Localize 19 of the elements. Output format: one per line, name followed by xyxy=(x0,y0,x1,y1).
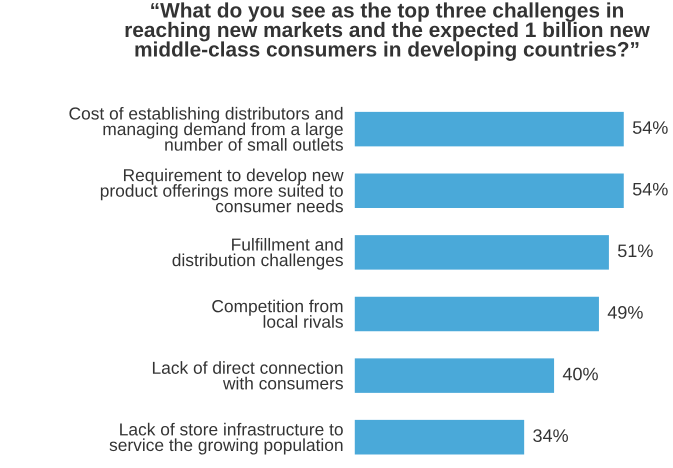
y-tick-label: Lack of store infrastructure to service the growing population xyxy=(110,422,343,455)
bar xyxy=(354,235,609,270)
data-label: 54% xyxy=(632,182,668,196)
bar xyxy=(354,173,624,208)
bar xyxy=(354,420,524,454)
bar xyxy=(354,112,624,146)
y-tick-label: Requirement to develop new product offerings more suited to consumer needs xyxy=(100,168,344,212)
data-label: 40% xyxy=(562,368,598,380)
y-tick-label: Competition from local rivals xyxy=(212,300,343,328)
bar xyxy=(354,296,599,332)
y-tick-label: Cost of establishing distributors and managing demand from a large number of small outlets xyxy=(69,106,343,151)
data-label: 34% xyxy=(533,429,568,442)
bar xyxy=(354,358,554,393)
data-label: 51% xyxy=(618,244,653,258)
data-label: 49% xyxy=(608,306,643,319)
data-label: 54% xyxy=(632,121,668,134)
y-tick-label: Lack of direct connection with consumers xyxy=(152,361,343,390)
y-tick-label: Fulfillment and distribution challenges xyxy=(172,238,343,270)
chart-title: “What do you see as the top three challenges in reaching new markets and the expected 1 billion new middle-class consumers in developing countries?” xyxy=(126,2,650,61)
